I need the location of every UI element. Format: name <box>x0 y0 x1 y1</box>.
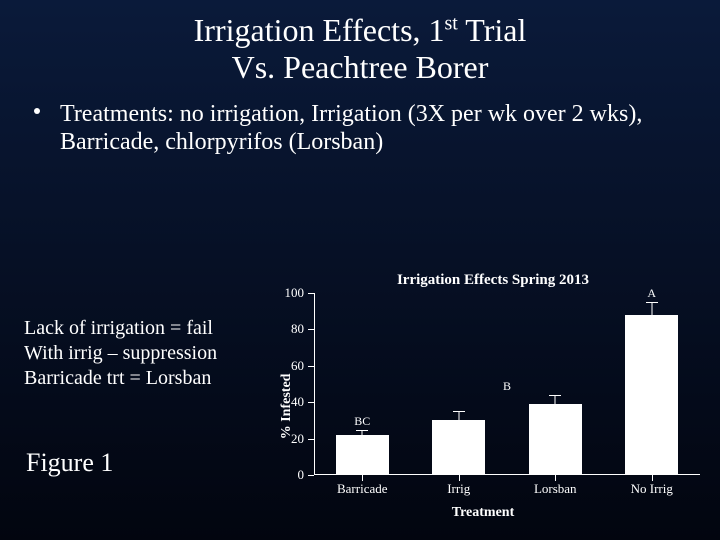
bar <box>625 315 678 475</box>
error-cap <box>646 302 658 303</box>
x-tick-label: No Irrig <box>631 475 673 497</box>
bar <box>336 435 389 475</box>
error-bar <box>362 430 363 441</box>
plot-region: 020406080100BarricadeBCIrrigLorsbanNo Ir… <box>314 293 700 475</box>
chart: Irrigation Effects Spring 2013 % Infeste… <box>260 272 706 524</box>
title-line1-post: Trial <box>458 12 526 48</box>
sidenote-line2: With irrig – suppression <box>24 341 217 366</box>
x-axis-label: Treatment <box>452 505 514 521</box>
figure-label: Figure 1 <box>26 448 113 478</box>
title-sup: st <box>445 12 458 34</box>
y-tick-label: 0 <box>298 467 315 483</box>
title-line2: Vs. Peachtree Borer <box>232 49 489 85</box>
bar <box>529 404 582 475</box>
slide-title: Irrigation Effects, 1st Trial Vs. Peacht… <box>0 0 720 86</box>
error-bar <box>651 302 652 327</box>
y-tick-label: 40 <box>291 394 314 410</box>
side-note: Lack of irrigation = fail With irrig – s… <box>24 316 217 391</box>
error-bar <box>555 395 556 413</box>
x-tick-label: Irrig <box>447 475 470 497</box>
significance-label: A <box>647 286 656 301</box>
error-cap <box>453 411 465 412</box>
title-line1-pre: Irrigation Effects, 1 <box>194 12 445 48</box>
significance-label: BC <box>354 414 370 429</box>
bullet-text: Treatments: no irrigation, Irrigation (3… <box>60 100 690 158</box>
y-axis-line <box>314 293 315 475</box>
x-tick-label: Barricade <box>337 475 388 497</box>
error-cap <box>549 395 561 396</box>
error-bar <box>458 411 459 429</box>
chart-area: % Infested 020406080100BarricadeBCIrrigL… <box>260 293 706 523</box>
significance-label: B <box>503 379 511 394</box>
bullet-dot-icon <box>34 108 40 114</box>
y-tick-label: 80 <box>291 321 314 337</box>
x-tick-label: Lorsban <box>534 475 577 497</box>
chart-title: Irrigation Effects Spring 2013 <box>260 272 706 289</box>
y-tick-label: 20 <box>291 431 314 447</box>
bullet-block: Treatments: no irrigation, Irrigation (3… <box>0 86 720 158</box>
y-tick-label: 60 <box>291 358 314 374</box>
error-cap <box>356 430 368 431</box>
sidenote-line3: Barricade trt = Lorsban <box>24 366 217 391</box>
y-tick-label: 100 <box>285 285 315 301</box>
sidenote-line1: Lack of irrigation = fail <box>24 316 217 341</box>
